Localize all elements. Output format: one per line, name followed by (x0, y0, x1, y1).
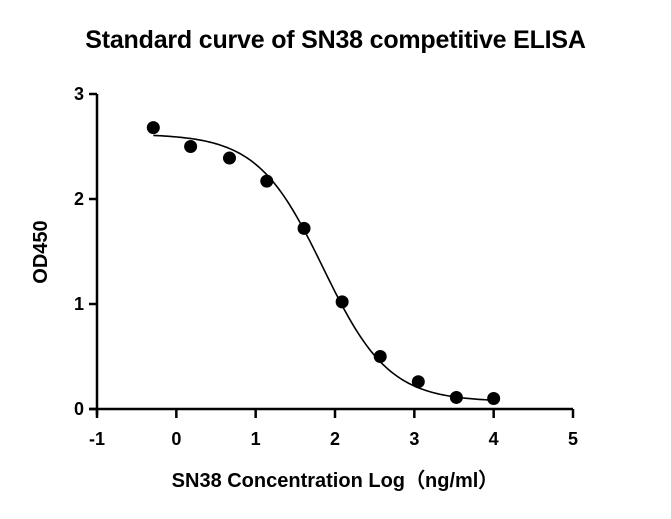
x-tick-label: 0 (171, 429, 181, 449)
data-point (487, 392, 501, 405)
data-point (335, 295, 349, 309)
chart-title: Standard curve of SN38 competitive ELISA (85, 26, 586, 54)
x-tick-label: 5 (568, 429, 578, 449)
data-point (449, 390, 463, 404)
data-point (146, 121, 160, 135)
data-point (260, 174, 274, 188)
x-tick-label: 4 (489, 429, 499, 449)
data-points (146, 121, 501, 405)
x-axis-label: SN38 Concentration Log（ng/ml） (172, 469, 499, 492)
data-point (411, 375, 425, 389)
y-tick-label: 0 (74, 399, 84, 419)
x-tick-label: 3 (409, 429, 419, 449)
y-tick-label: 1 (74, 294, 84, 314)
x-tick-label: 1 (251, 429, 261, 449)
x-tick-label: -1 (89, 429, 105, 449)
y-axis-label: OD450 (30, 220, 52, 283)
x-tick-label: 2 (330, 429, 340, 449)
y-tick-label: 3 (74, 84, 84, 104)
data-point (373, 350, 387, 363)
data-point (297, 221, 311, 235)
data-point (222, 151, 236, 165)
y-tick-label: 2 (74, 189, 84, 209)
fit-curve (153, 134, 494, 401)
data-point (184, 140, 198, 153)
